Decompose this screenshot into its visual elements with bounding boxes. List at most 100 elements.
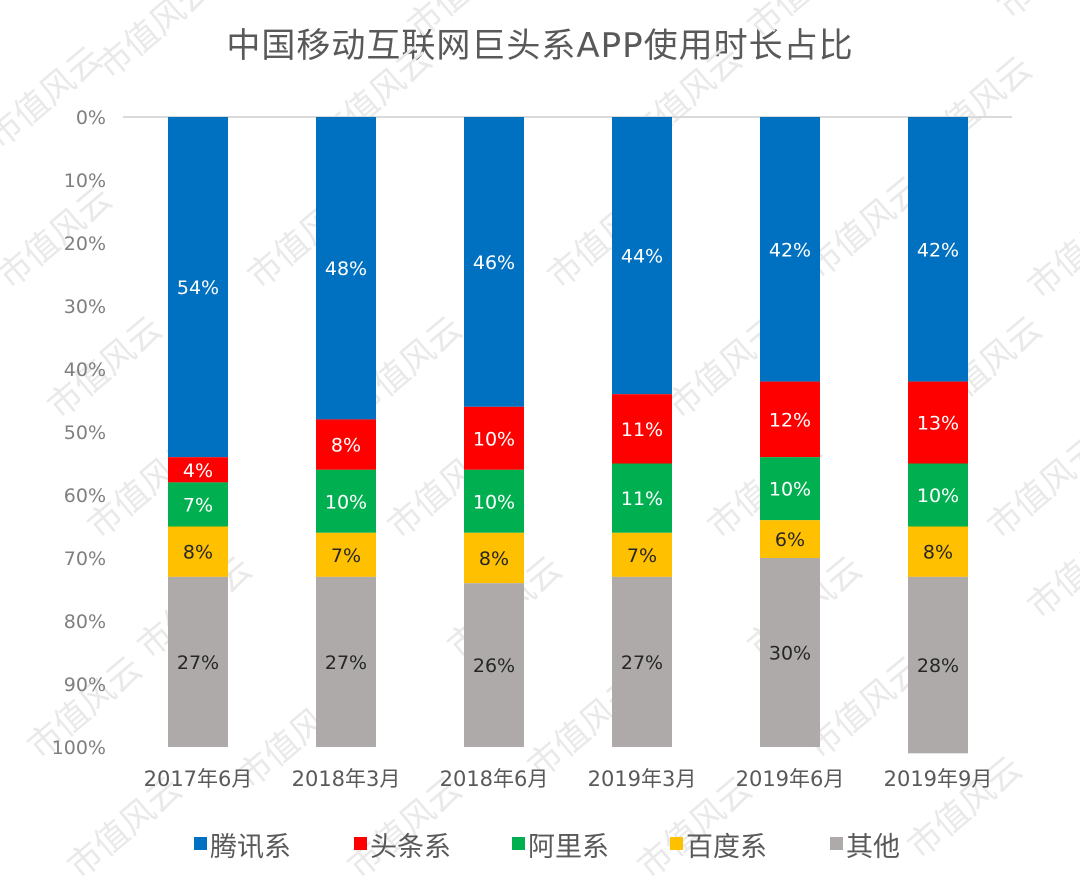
x-tick-label: 2018年3月 <box>292 767 401 791</box>
x-axis-labels: 2017年6月 2018年3月 2018年6月 2019年3月 2019年6月 2019年… <box>144 767 993 791</box>
bar-segment <box>908 117 968 382</box>
bars: 54% 4% 7% 8% 27% 48% 8% 10% 7% 27% 46% 10% 10% 8% 26% 4… <box>168 117 968 754</box>
data-label: 8% <box>923 542 953 564</box>
bar-segment <box>612 463 672 533</box>
bar-segment <box>168 117 228 458</box>
data-label: 10% <box>473 428 515 450</box>
bar-segment <box>168 526 228 577</box>
bar-segment <box>316 576 376 747</box>
data-label: 48% <box>325 258 367 280</box>
data-label: 7% <box>627 545 657 567</box>
legend-label: 其他 <box>846 832 900 863</box>
y-tick-label: 0% <box>76 107 106 129</box>
bar-segment <box>316 532 376 577</box>
data-label: 10% <box>325 491 367 513</box>
bar-segment <box>908 381 968 464</box>
x-tick-label: 2018年6月 <box>440 767 549 791</box>
watermark-text: 市值风云 <box>740 0 870 47</box>
bar-segment <box>168 576 228 747</box>
bar-segment <box>612 576 672 747</box>
bar-segment <box>612 394 672 464</box>
data-label: 11% <box>621 419 663 441</box>
x-tick-label: 2019年3月 <box>588 767 697 791</box>
legend: 腾讯系 头条系 阿里系 百度系 其他 <box>194 832 900 863</box>
y-tick-label: 20% <box>64 233 106 255</box>
y-tick-label: 40% <box>64 359 106 381</box>
data-label: 7% <box>183 494 213 516</box>
data-label: 13% <box>917 413 959 435</box>
y-tick-label: 100% <box>52 737 106 759</box>
data-label: 4% <box>183 460 213 482</box>
bar-segment <box>464 583 524 747</box>
x-tick-label: 2019年9月 <box>884 767 993 791</box>
watermark-text: 市值风云 <box>400 0 530 47</box>
bar-segment <box>464 406 524 470</box>
watermark-text: 市值风云 <box>980 429 1080 547</box>
data-label: 6% <box>775 529 805 551</box>
data-label: 8% <box>183 542 213 564</box>
data-label: 10% <box>769 479 811 501</box>
data-label: 8% <box>479 548 509 570</box>
watermark-text: 市值风云 <box>90 0 220 87</box>
data-label: 8% <box>331 435 361 457</box>
legend-swatch <box>354 837 367 850</box>
bar-segment <box>464 117 524 407</box>
bar-segment <box>760 117 820 382</box>
y-tick-label: 50% <box>64 422 106 444</box>
data-label: 11% <box>621 488 663 510</box>
legend-label: 百度系 <box>686 832 767 863</box>
data-label: 26% <box>473 655 515 677</box>
bar-segment <box>316 469 376 533</box>
data-label: 27% <box>177 652 219 674</box>
bar-segment <box>760 457 820 521</box>
data-label: 27% <box>325 652 367 674</box>
legend-swatch <box>670 837 683 850</box>
watermark-text: 市值风云 <box>0 39 110 157</box>
legend-swatch <box>512 837 525 850</box>
data-label: 42% <box>769 239 811 261</box>
x-tick-label: 2017年6月 <box>144 767 253 791</box>
bar-segment <box>316 419 376 470</box>
data-label: 54% <box>177 277 219 299</box>
data-label: 42% <box>917 239 959 261</box>
data-label: 27% <box>621 652 663 674</box>
data-label: 7% <box>331 545 361 567</box>
bar-segment <box>612 532 672 577</box>
y-tick-label: 30% <box>64 296 106 318</box>
data-label: 30% <box>769 643 811 665</box>
data-label: 28% <box>917 655 959 677</box>
y-tick-label: 10% <box>64 170 106 192</box>
data-label: 46% <box>473 252 515 274</box>
data-label: 44% <box>621 246 663 268</box>
data-label: 10% <box>473 491 515 513</box>
bar-segment <box>760 558 820 747</box>
chart-title: 中国移动互联网巨头系APP使用时长占比 <box>226 26 854 66</box>
bar-segment <box>464 469 524 533</box>
watermark-text: 市值风云 <box>1020 189 1080 307</box>
bar-segment <box>908 526 968 577</box>
bar-segment <box>316 117 376 420</box>
y-tick-label: 70% <box>64 548 106 570</box>
y-tick-label: 60% <box>64 485 106 507</box>
bar-segment <box>168 482 228 527</box>
legend-label: 头条系 <box>370 832 451 863</box>
bar-segment <box>908 576 968 754</box>
y-axis: 0% 10% 20% 30% 40% 50% 60% 70% 80% 90% 100% <box>52 107 1012 759</box>
data-label: 12% <box>769 409 811 431</box>
legend-swatch <box>830 837 843 850</box>
y-tick-label: 80% <box>64 611 106 633</box>
bar-segment <box>760 381 820 458</box>
legend-swatch <box>194 837 207 850</box>
bar-segment <box>612 117 672 395</box>
watermark-text: 市值风云 <box>990 0 1080 27</box>
legend-label: 阿里系 <box>528 832 609 863</box>
bar-segment <box>908 463 968 527</box>
x-tick-label: 2019年6月 <box>736 767 845 791</box>
bar-segment <box>760 520 820 558</box>
legend-label: 腾讯系 <box>210 832 291 863</box>
bar-segment <box>168 457 228 483</box>
y-tick-label: 90% <box>64 674 106 696</box>
bar-segment <box>464 532 524 584</box>
data-label: 10% <box>917 485 959 507</box>
